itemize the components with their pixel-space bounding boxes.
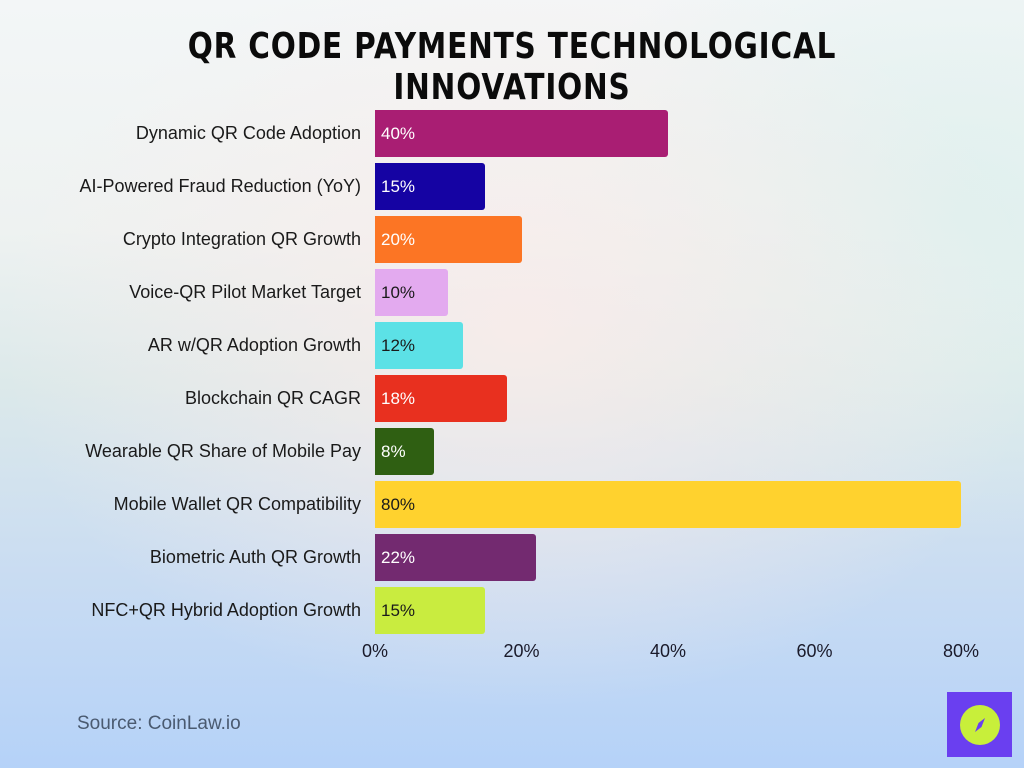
- bar: 15%: [375, 587, 485, 634]
- category-label: NFC+QR Hybrid Adoption Growth: [91, 600, 361, 620]
- bar: 8%: [375, 428, 434, 475]
- bar-value-label: 15%: [381, 601, 416, 620]
- source-note: Source: CoinLaw.io: [77, 713, 241, 734]
- bar-value-label: 12%: [381, 336, 416, 355]
- x-axis-tick: 60%: [796, 641, 833, 661]
- category-label: AI-Powered Fraud Reduction (YoY): [79, 176, 361, 196]
- bar: 20%: [375, 216, 522, 263]
- chart-title: QR Code Payments Technological Innovatio…: [187, 26, 837, 108]
- bar-value-label: 22%: [381, 548, 416, 567]
- x-axis-tick: 40%: [649, 641, 687, 661]
- category-label: Biometric Auth QR Growth: [149, 547, 361, 567]
- x-axis-tick: 80%: [942, 641, 980, 661]
- bar: 10%: [375, 269, 449, 316]
- bar-value-label: 40%: [381, 124, 416, 143]
- x-axis-tick: 0%: [361, 641, 389, 661]
- bar-value-label: 8%: [381, 442, 406, 461]
- bar-value-label: 15%: [381, 177, 416, 196]
- category-label: Wearable QR Share of Mobile Pay: [85, 441, 361, 461]
- compass-icon: [959, 704, 1000, 745]
- bar-value-label: 18%: [381, 389, 416, 408]
- category-label: AR w/QR Adoption Growth: [147, 335, 361, 355]
- bar: 40%: [375, 110, 668, 157]
- category-label: Crypto Integration QR Growth: [122, 229, 361, 249]
- bar-value-label: 80%: [381, 495, 416, 514]
- bar: 80%: [375, 481, 961, 528]
- bar: 12%: [375, 322, 463, 369]
- bar-value-label: 20%: [381, 230, 416, 249]
- category-label: Voice-QR Pilot Market Target: [129, 282, 361, 302]
- bar: 22%: [375, 534, 537, 581]
- bar-value-label: 10%: [381, 283, 416, 302]
- category-label: Dynamic QR Code Adoption: [135, 123, 361, 143]
- x-axis-tick: 20%: [503, 641, 540, 661]
- bar: 15%: [375, 163, 485, 210]
- category-label: Mobile Wallet QR Compatibility: [113, 494, 361, 514]
- bar: 18%: [375, 375, 507, 422]
- category-label: Blockchain QR CAGR: [184, 388, 361, 408]
- brand-logo: [947, 692, 1012, 757]
